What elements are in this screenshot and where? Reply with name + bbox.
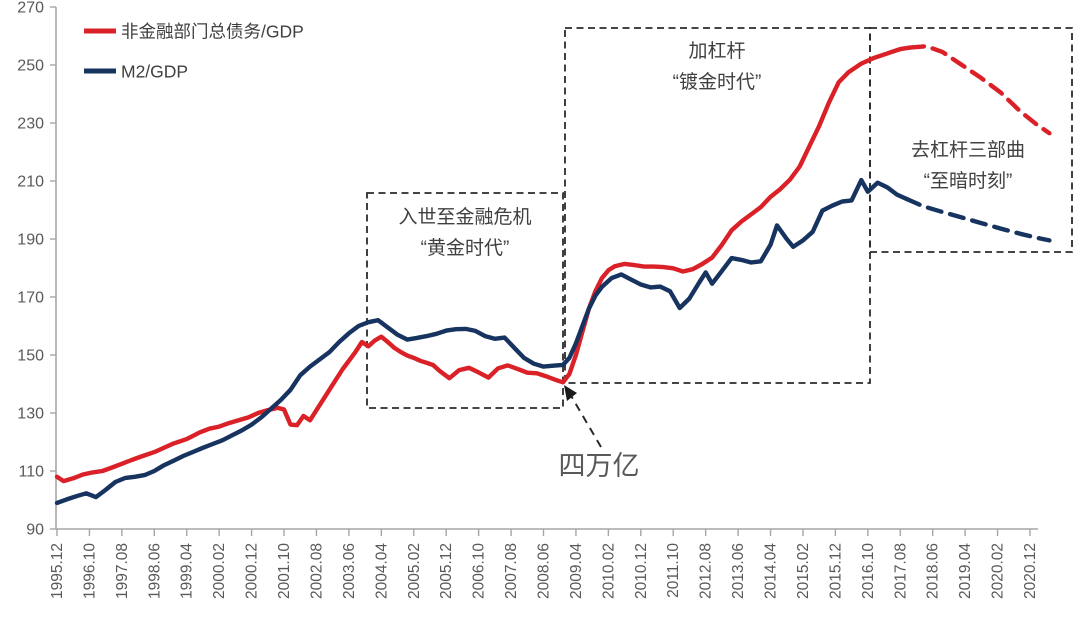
y-tick-label: 90 — [26, 522, 44, 539]
x-tick-label: 2010.12 — [633, 543, 650, 599]
x-tick-label: 2005.02 — [406, 543, 423, 599]
series-line-m2-gdp — [54, 177, 909, 506]
x-tick-label: 2012.08 — [698, 543, 715, 599]
x-tick-label: 2000.12 — [244, 543, 261, 599]
annotation-label-darkest-hour: “至暗时刻” — [924, 170, 1013, 192]
x-tick-label: 2010.02 — [600, 543, 617, 599]
x-tick-label: 2015.02 — [795, 543, 812, 599]
four-trillion-arrowhead — [564, 385, 577, 401]
x-tick-label: 2019.04 — [957, 543, 974, 599]
x-tick-label: 2013.06 — [730, 543, 747, 599]
x-tick-label: 2015.12 — [827, 543, 844, 599]
x-tick-label: 2018.06 — [925, 543, 942, 599]
series-line-debt-gdp-forecast — [907, 44, 1052, 136]
y-tick-label: 190 — [17, 232, 44, 249]
y-tick-label: 130 — [17, 406, 44, 423]
x-tick-label: 1996.10 — [81, 543, 98, 599]
x-tick-label: 2014.04 — [763, 543, 780, 599]
x-tick-label: 1999.04 — [179, 543, 196, 599]
x-tick-label: 2002.08 — [308, 543, 325, 599]
y-tick-label: 250 — [17, 58, 44, 75]
annotation-label-golden-era: 入世至金融危机 — [398, 206, 531, 228]
annotation-box-gilded-era — [564, 27, 871, 384]
annotation-box-golden-era — [366, 192, 564, 409]
x-tick-label: 2011.10 — [665, 543, 682, 598]
x-tick-label: 2006.10 — [471, 543, 488, 599]
four-trillion-arrow-line — [569, 393, 602, 448]
x-tick-label: 2020.02 — [990, 543, 1007, 599]
annotation-label-gilded-era: 加杠杆 — [688, 40, 745, 62]
series-line-debt-gdp — [54, 45, 913, 484]
x-tick-label: 2005.12 — [438, 543, 455, 599]
x-tick-label: 2017.08 — [892, 543, 909, 599]
x-tick-label: 1995.12 — [49, 543, 66, 599]
x-tick-label: 2009.04 — [568, 543, 585, 599]
y-tick-label: 230 — [17, 116, 44, 133]
series-line-m2-gdp-forecast — [904, 196, 1052, 243]
x-tick-label: 2007.08 — [503, 543, 520, 599]
y-tick-label: 210 — [17, 174, 44, 191]
legend-item-debt-gdp: 非金融部门总债务/GDP — [84, 22, 304, 42]
x-tick-label: 2008.06 — [535, 543, 552, 599]
y-tick-label: 270 — [17, 0, 44, 17]
four-trillion-label: 四万亿 — [559, 451, 640, 481]
y-tick-label: 170 — [17, 290, 44, 307]
x-tick-label: 2003.06 — [341, 543, 358, 599]
annotation-label-gilded-era: “镀金时代” — [673, 71, 762, 93]
annotation-box-darkest-hour — [869, 27, 1073, 253]
x-tick-label: 2020.12 — [1022, 543, 1039, 599]
x-tick-label: 2001.10 — [276, 543, 293, 599]
annotation-label-golden-era: “黄金时代” — [421, 237, 510, 259]
legend-item-m2-gdp: M2/GDP — [84, 62, 188, 82]
annotation-label-darkest-hour: 去杠杆三部曲 — [911, 139, 1025, 161]
x-tick-label: 2004.04 — [373, 543, 390, 599]
legend-label: M2/GDP — [121, 62, 188, 82]
y-tick-label: 150 — [17, 348, 44, 365]
legend-label: 非金融部门总债务/GDP — [121, 22, 304, 42]
y-tick-label: 110 — [18, 464, 44, 481]
x-tick-label: 1998.06 — [146, 543, 163, 599]
x-tick-label: 1997.08 — [114, 543, 131, 599]
x-tick-label: 2000.02 — [211, 543, 228, 599]
x-tick-label: 2016.10 — [860, 543, 877, 599]
